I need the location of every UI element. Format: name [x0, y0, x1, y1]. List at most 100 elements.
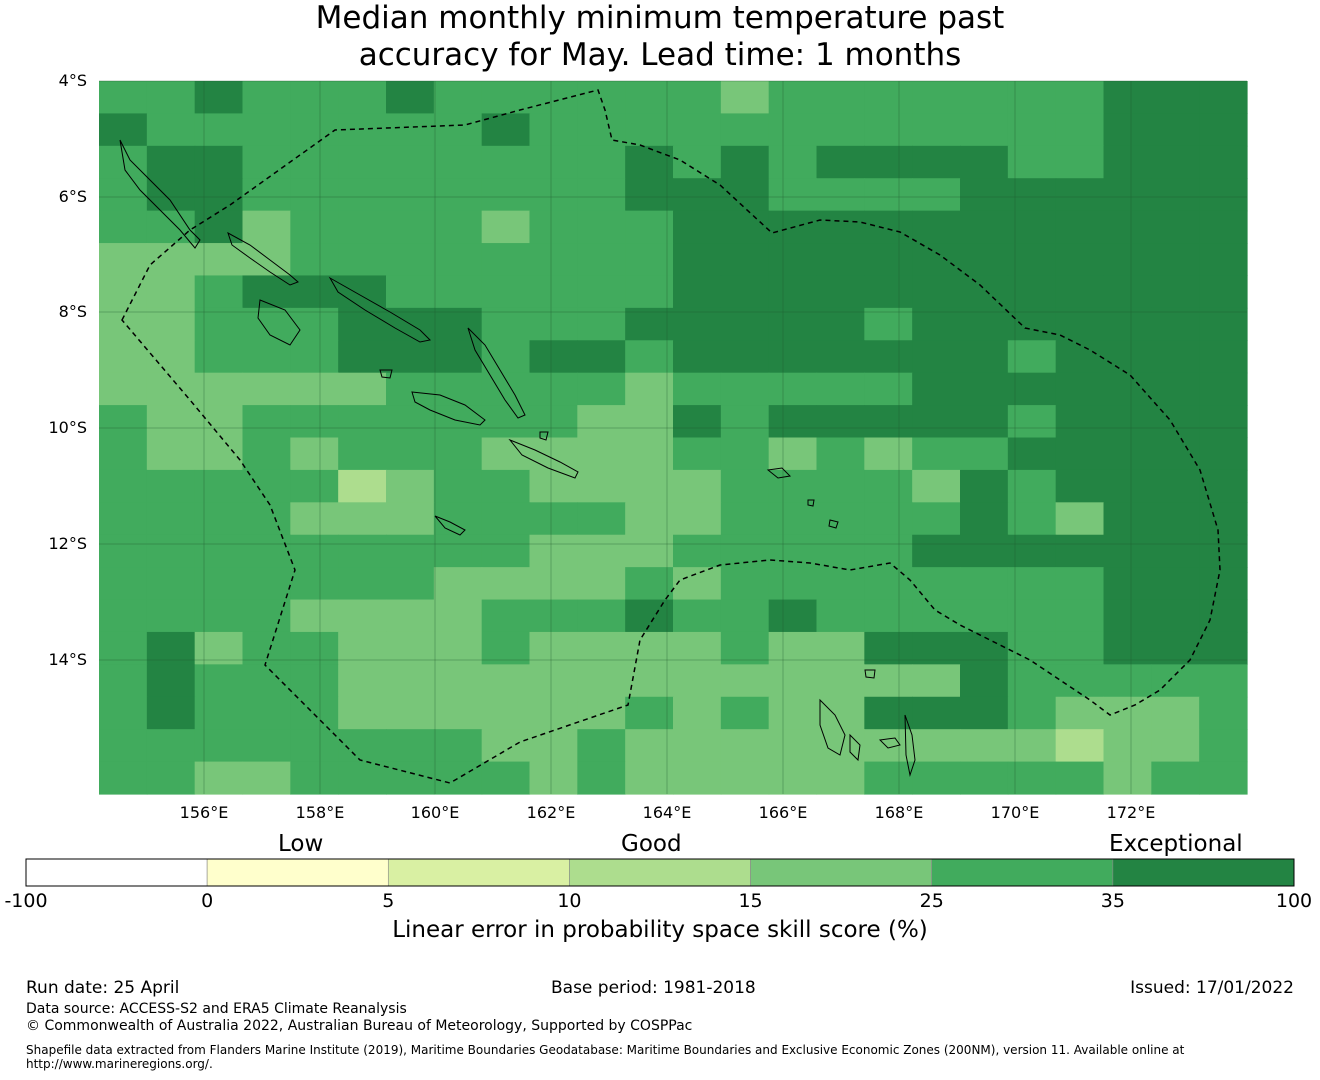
grid-cell: [1103, 113, 1152, 147]
grid-cell: [1103, 599, 1152, 633]
grid-cell: [864, 599, 913, 633]
island-bougainville: [119, 139, 201, 249]
grid-cell: [1151, 145, 1200, 179]
colorbar-tick-label: 15: [738, 890, 763, 912]
grid-cell: [99, 502, 148, 536]
grid-cell: [960, 405, 1009, 439]
grid-cell: [481, 534, 531, 568]
grid-cell: [1007, 696, 1057, 730]
grid-cell: [768, 729, 818, 763]
grid-cell: [338, 696, 387, 730]
grid-cell: [1103, 437, 1152, 471]
grid-cell: [338, 210, 387, 244]
grid-cell: [146, 113, 196, 147]
colorbar-tick-label: 10: [557, 890, 582, 912]
grid-cell: [146, 729, 196, 763]
grid-cell: [290, 729, 339, 763]
grid-cell: [99, 567, 148, 601]
grid-cell: [194, 145, 244, 179]
grid-cell: [99, 243, 148, 277]
colorbar-tick-label: 35: [1100, 890, 1125, 912]
grid-cell: [99, 599, 148, 633]
grid-cell: [577, 502, 626, 536]
grid-cell: [1007, 631, 1057, 665]
island-small-4: [539, 431, 549, 441]
grid-cell: [338, 631, 387, 665]
grid-cell: [960, 729, 1009, 763]
grid-cell: [816, 567, 865, 601]
grid-cell: [1199, 534, 1248, 568]
grid-cell: [577, 599, 626, 633]
grid-cell: [386, 81, 435, 115]
island-small-1: [828, 519, 839, 529]
grid-cell: [625, 729, 674, 763]
grid-cell: [912, 178, 961, 212]
latitude-label: 10°S: [48, 418, 87, 437]
grid-cell: [99, 275, 148, 309]
grid-cell: [1007, 81, 1057, 115]
grid-cell: [1055, 729, 1105, 763]
grid-cell: [146, 437, 196, 471]
latitude-label: 6°S: [58, 187, 87, 206]
grid-cell: [720, 761, 770, 795]
grid-cell: [768, 372, 818, 406]
grid-cell: [960, 275, 1009, 309]
grid-cell: [433, 599, 483, 633]
grid-cell: [433, 81, 483, 115]
grid-cell: [146, 631, 196, 665]
latitude-label: 12°S: [48, 534, 87, 553]
grid-cell: [242, 664, 291, 698]
grid-cell: [577, 113, 626, 147]
grid-cell: [99, 696, 148, 730]
grid-cell: [433, 145, 483, 179]
grid-cell: [386, 599, 435, 633]
grid-cell: [99, 631, 148, 665]
grid-cell: [99, 664, 148, 698]
grid-cell: [433, 340, 483, 374]
grid-cell: [625, 340, 674, 374]
grid-cell: [529, 567, 578, 601]
grid-cell: [242, 405, 291, 439]
grid-cell: [864, 81, 913, 115]
grid-cell: [816, 340, 865, 374]
grid-cell: [1199, 145, 1248, 179]
grid-cell: [1103, 178, 1152, 212]
grid-cell: [912, 113, 961, 147]
grid-cell: [433, 696, 483, 730]
grid-cell: [338, 599, 387, 633]
grid-cell: [1151, 372, 1200, 406]
grid-cell: [1199, 664, 1248, 698]
grid-cell: [625, 81, 674, 115]
grid-cell: [146, 761, 196, 795]
grid-cell: [912, 437, 961, 471]
grid-cell: [290, 372, 339, 406]
grid-cell: [146, 275, 196, 309]
island-makira: [508, 438, 579, 479]
grid-cell: [1007, 534, 1057, 568]
grid-cell: [625, 437, 674, 471]
grid-cell: [338, 307, 387, 341]
grid-cell: [864, 567, 913, 601]
grid-cell: [1151, 307, 1200, 341]
grid-cell: [433, 664, 483, 698]
grid-cell: [1055, 469, 1105, 503]
grid-cell: [1199, 631, 1248, 665]
grid-cell: [912, 372, 961, 406]
grid-cell: [290, 502, 339, 536]
latitude-label: 8°S: [58, 302, 87, 321]
grid-cell: [912, 502, 961, 536]
grid-cell: [529, 502, 578, 536]
grid-cell: [1103, 372, 1152, 406]
grid-cell: [673, 178, 722, 212]
grid-cell: [386, 631, 435, 665]
grid-cell: [338, 502, 387, 536]
grid-cell: [99, 405, 148, 439]
grid-cell: [960, 178, 1009, 212]
grid-cell: [912, 631, 961, 665]
grid-cell: [1055, 210, 1105, 244]
grid-cell: [194, 534, 244, 568]
grid-cell: [338, 437, 387, 471]
grid-cell: [99, 113, 148, 147]
colorbar-segment: [1112, 858, 1295, 887]
grid-cell: [1151, 113, 1200, 147]
